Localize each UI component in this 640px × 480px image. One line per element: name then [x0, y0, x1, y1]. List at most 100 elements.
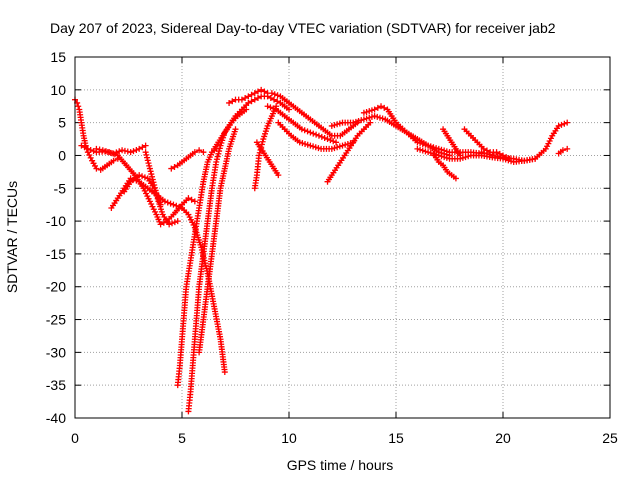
trace-marker — [346, 145, 353, 152]
series-arc-13 — [251, 103, 280, 192]
data-point — [307, 129, 314, 136]
trace-marker — [212, 220, 219, 227]
trace-marker — [294, 137, 301, 144]
trace-marker — [183, 197, 190, 204]
trace-marker — [213, 156, 220, 163]
trace-marker — [197, 241, 204, 248]
trace-marker — [195, 207, 202, 214]
data-point — [360, 116, 367, 123]
series-arc-7 — [174, 145, 220, 389]
trace-marker — [212, 161, 219, 168]
series-line — [256, 141, 279, 176]
trace-marker — [292, 104, 299, 111]
y-tick-label: -10 — [46, 213, 66, 229]
trace-marker — [158, 208, 165, 215]
trace-marker — [218, 134, 225, 141]
data-point — [146, 165, 153, 172]
y-tick-label: -35 — [46, 377, 66, 393]
trace-marker — [540, 147, 547, 154]
x-tick-label: 10 — [281, 430, 297, 446]
trace-marker — [344, 140, 351, 147]
trace-marker — [133, 146, 140, 153]
trace-marker — [481, 149, 488, 156]
series-arc-10 — [168, 147, 207, 172]
data-point — [414, 145, 421, 152]
data-point — [371, 113, 378, 120]
trace-marker — [195, 286, 202, 293]
trace-marker — [226, 121, 233, 128]
trace-marker — [149, 182, 156, 189]
trace-marker — [391, 117, 398, 124]
data-point — [425, 149, 432, 156]
trace-marker — [214, 153, 221, 160]
trace-marker — [379, 115, 386, 122]
trace-marker — [101, 163, 108, 170]
trace-marker — [183, 209, 190, 216]
trace-marker — [561, 120, 568, 127]
trace-marker — [126, 181, 133, 188]
trace-marker — [216, 145, 223, 152]
x-tick-label: 0 — [71, 430, 79, 446]
trace-marker — [363, 108, 370, 115]
trace-marker — [331, 145, 338, 152]
trace-marker — [267, 95, 274, 102]
trace-marker — [236, 108, 243, 115]
trace-marker — [75, 103, 82, 110]
trace-marker — [455, 150, 462, 157]
trace-marker — [352, 135, 359, 142]
data-point — [564, 119, 571, 126]
y-tick-label: 5 — [58, 115, 66, 131]
trace-marker — [304, 128, 311, 135]
trace-marker — [443, 148, 450, 155]
trace-marker — [215, 150, 222, 157]
trace-marker — [167, 200, 174, 207]
series-arc-25 — [478, 149, 539, 164]
trace-marker — [130, 148, 137, 155]
trace-marker — [81, 144, 88, 151]
trace-marker — [381, 104, 388, 111]
data-point — [170, 201, 177, 208]
data-point — [371, 106, 378, 113]
data-layer — [72, 86, 571, 415]
series-arc-1 — [72, 96, 121, 173]
trace-marker — [200, 253, 207, 260]
x-tick-label: 25 — [602, 430, 618, 446]
series-arc-26 — [555, 145, 571, 157]
trace-marker — [225, 148, 232, 155]
trace-marker — [269, 163, 276, 170]
trace-marker — [274, 92, 281, 99]
y-tick-label: 15 — [50, 49, 66, 65]
trace-marker — [334, 132, 341, 139]
series-arc-18 — [324, 119, 374, 185]
trace-marker — [334, 144, 341, 151]
data-point — [264, 103, 271, 110]
trace-marker — [87, 154, 94, 161]
trace-marker — [417, 146, 424, 153]
data-point — [378, 103, 385, 110]
trace-marker — [283, 98, 290, 105]
trace-marker — [113, 197, 120, 204]
data-point — [328, 122, 335, 129]
trace-marker — [145, 160, 152, 167]
trace-marker — [288, 117, 295, 124]
trace-marker — [433, 145, 440, 152]
trace-marker — [164, 199, 171, 206]
trace-marker — [267, 115, 274, 122]
trace-marker — [419, 147, 426, 154]
trace-marker — [121, 160, 128, 167]
trace-marker — [508, 155, 515, 162]
trace-marker — [248, 91, 255, 98]
trace-marker — [221, 168, 228, 175]
trace-marker — [208, 187, 215, 194]
trace-marker — [121, 147, 128, 154]
y-tick-label: -40 — [46, 410, 66, 426]
trace-marker — [221, 366, 228, 373]
trace-marker — [149, 173, 156, 180]
trace-marker — [327, 174, 334, 181]
trace-marker — [401, 127, 408, 134]
data-point — [196, 147, 203, 154]
trace-marker — [336, 120, 343, 127]
trace-marker — [139, 173, 146, 180]
trace-marker — [267, 104, 274, 111]
